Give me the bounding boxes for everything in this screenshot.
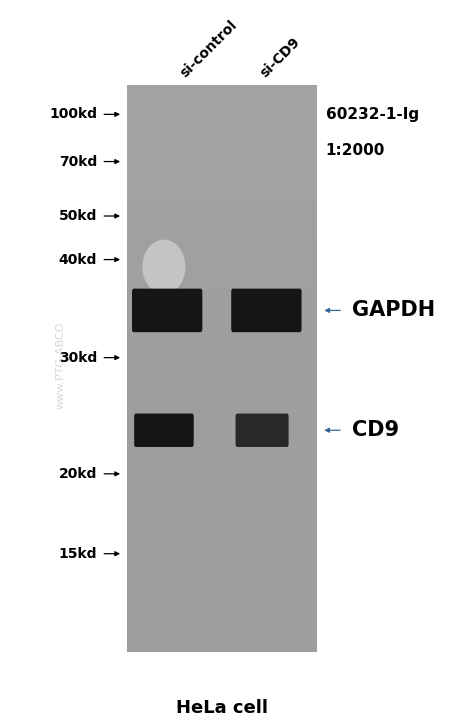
Text: www.PTG-ABCO: www.PTG-ABCO: [55, 321, 65, 408]
FancyBboxPatch shape: [134, 414, 194, 447]
Text: HeLa cell: HeLa cell: [176, 699, 268, 717]
FancyBboxPatch shape: [231, 288, 302, 332]
Text: 1:2000: 1:2000: [326, 143, 385, 159]
Text: si-CD9: si-CD9: [257, 35, 303, 80]
Text: 100kd: 100kd: [49, 107, 97, 122]
Text: si-control: si-control: [178, 18, 240, 80]
Text: 20kd: 20kd: [58, 467, 97, 480]
FancyBboxPatch shape: [235, 414, 288, 447]
Text: 70kd: 70kd: [59, 154, 97, 169]
Text: 40kd: 40kd: [58, 253, 97, 266]
Text: 15kd: 15kd: [58, 547, 97, 561]
FancyBboxPatch shape: [132, 288, 202, 332]
Text: 30kd: 30kd: [59, 351, 97, 365]
Text: CD9: CD9: [351, 420, 399, 440]
Text: 60232-1-Ig: 60232-1-Ig: [326, 107, 419, 122]
Ellipse shape: [142, 240, 185, 294]
Text: 50kd: 50kd: [58, 209, 97, 223]
Text: GAPDH: GAPDH: [351, 301, 435, 320]
